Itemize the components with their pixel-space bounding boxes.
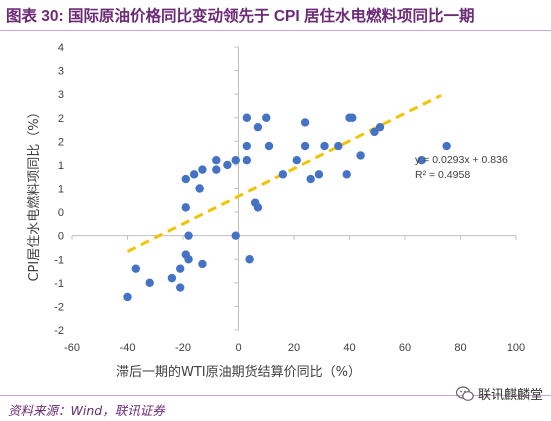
data-point	[242, 113, 252, 122]
data-point	[264, 141, 274, 151]
y-tick-label: -1	[54, 278, 64, 290]
data-point	[278, 170, 288, 179]
data-point	[342, 170, 351, 179]
data-point	[176, 283, 185, 292]
y-tick-label: 2	[58, 113, 64, 125]
trendline	[126, 94, 442, 253]
data-point	[292, 156, 301, 165]
source-note: 资料来源：Wind，联讯证券	[8, 403, 165, 418]
y-tick-label: 1	[58, 160, 64, 172]
y-axis-title: CPI居住水电燃料项同比（%）	[26, 105, 42, 281]
data-point	[231, 231, 240, 240]
source-divider	[0, 395, 551, 396]
y-tick-label: 2	[58, 136, 64, 148]
data-point	[223, 160, 232, 170]
data-point	[212, 165, 221, 174]
y-tick-label: 3	[58, 66, 64, 78]
data-point	[320, 141, 329, 151]
data-point	[306, 174, 315, 184]
y-tick-label: -2	[54, 325, 64, 337]
data-point	[145, 278, 154, 288]
data-point	[417, 156, 426, 165]
x-tick-label: 40	[343, 342, 355, 354]
data-point	[198, 165, 207, 174]
data-point	[184, 255, 193, 264]
data-point	[300, 141, 310, 151]
wechat-icon	[455, 385, 474, 401]
data-point	[176, 264, 185, 273]
data-point	[123, 292, 132, 302]
x-tick-label: -40	[120, 342, 136, 354]
data-point	[242, 156, 252, 165]
data-point	[212, 156, 221, 165]
data-point	[442, 141, 451, 151]
y-tick-label: -1	[54, 254, 64, 266]
data-point	[262, 113, 271, 122]
data-point	[370, 127, 379, 137]
y-tick-label: -2	[54, 301, 64, 313]
data-point	[356, 151, 365, 160]
data-point	[231, 156, 240, 165]
data-point	[184, 231, 193, 240]
r-squared: R² = 0.4958	[415, 169, 470, 181]
data-point	[195, 184, 204, 193]
y-tick-label: 4	[58, 42, 64, 54]
x-tick-label: 20	[288, 342, 300, 354]
data-point	[334, 141, 343, 151]
chart-title: 图表 30: 国际原油价格同比变动领先于 CPI 居住水电燃料项同比一期	[6, 8, 475, 25]
data-point	[314, 170, 324, 179]
data-point	[253, 203, 263, 212]
data-point	[245, 255, 254, 264]
y-tick-label: 1	[58, 184, 64, 196]
y-tick-label: 3	[58, 89, 64, 101]
watermark-label: 联讯麒麟堂	[477, 388, 543, 403]
data-point	[181, 174, 190, 184]
x-axis-title: 滞后一期的WTI原油期货结算价同比（%）	[116, 364, 361, 380]
x-tick-label: 80	[454, 342, 466, 354]
data-point	[131, 264, 141, 273]
x-tick-label: 100	[507, 342, 525, 354]
data-point	[253, 122, 263, 132]
data-point	[242, 141, 252, 151]
data-point	[375, 122, 385, 132]
x-tick-label: 60	[399, 342, 411, 354]
trendline-equation: y = 0.0293x + 0.836	[415, 154, 508, 166]
x-tick-label: -60	[64, 342, 80, 354]
data-point	[198, 259, 207, 269]
y-tick-label: 0	[58, 231, 64, 243]
title-divider	[0, 30, 551, 31]
x-tick-label: -20	[175, 342, 191, 354]
data-point	[189, 170, 199, 179]
x-tick-label: 0	[235, 342, 241, 354]
data-point	[167, 273, 177, 283]
watermark: 联讯麒麟堂	[455, 384, 543, 403]
data-point	[181, 203, 190, 212]
data-point	[300, 118, 310, 127]
data-point	[348, 113, 357, 122]
y-tick-label: 0	[58, 207, 64, 219]
